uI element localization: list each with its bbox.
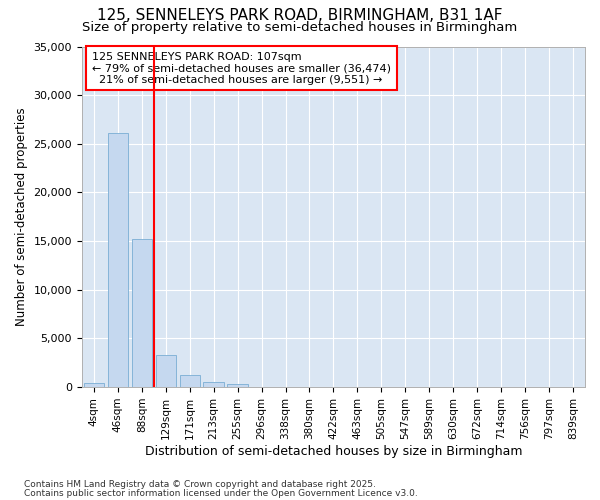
Text: Contains HM Land Registry data © Crown copyright and database right 2025.: Contains HM Land Registry data © Crown c…	[24, 480, 376, 489]
Y-axis label: Number of semi-detached properties: Number of semi-detached properties	[15, 108, 28, 326]
Bar	[179, 376, 200, 387]
Bar	[227, 384, 248, 387]
Text: Size of property relative to semi-detached houses in Birmingham: Size of property relative to semi-detach…	[82, 21, 518, 34]
Bar	[155, 355, 176, 387]
X-axis label: Distribution of semi-detached houses by size in Birmingham: Distribution of semi-detached houses by …	[145, 444, 522, 458]
Text: Contains public sector information licensed under the Open Government Licence v3: Contains public sector information licen…	[24, 488, 418, 498]
Bar	[83, 383, 104, 387]
Bar	[107, 133, 128, 387]
Text: 125, SENNELEYS PARK ROAD, BIRMINGHAM, B31 1AF: 125, SENNELEYS PARK ROAD, BIRMINGHAM, B3…	[97, 8, 503, 22]
Text: 125 SENNELEYS PARK ROAD: 107sqm
← 79% of semi-detached houses are smaller (36,47: 125 SENNELEYS PARK ROAD: 107sqm ← 79% of…	[92, 52, 391, 85]
Bar	[131, 239, 152, 387]
Bar	[203, 382, 224, 387]
